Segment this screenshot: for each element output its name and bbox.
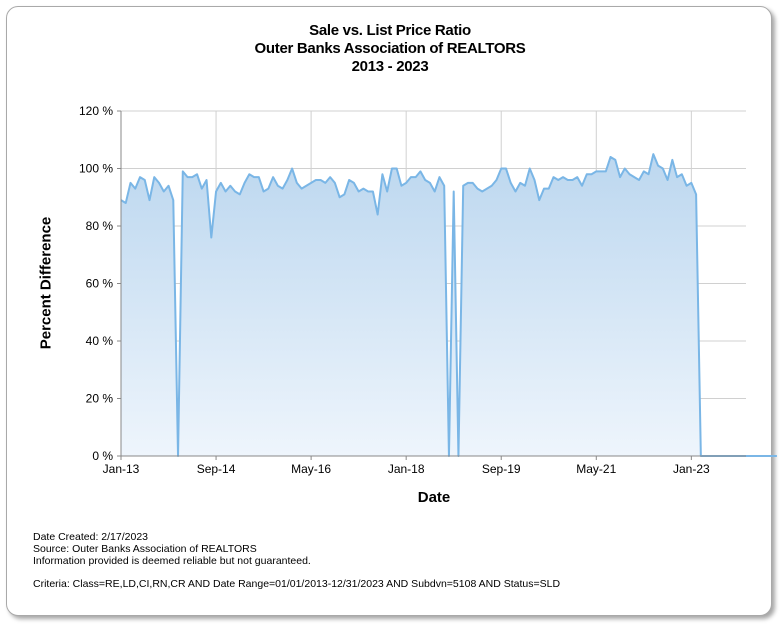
x-tick-label: Jan-18	[388, 462, 425, 476]
chart-subtitle: Outer Banks Association of REALTORS	[254, 40, 526, 57]
x-tick-label: Jan-23	[673, 462, 710, 476]
y-tick-label: 0 %	[92, 449, 113, 463]
y-tick-label: 60 %	[86, 277, 114, 291]
y-axis-title: Percent Difference	[37, 216, 55, 350]
y-tick-label: 120 %	[79, 104, 113, 118]
series-area-fill	[121, 154, 777, 456]
x-tick-label: Jan-13	[103, 462, 140, 476]
y-tick-label: 40 %	[86, 334, 114, 348]
y-tick-label: 20 %	[86, 392, 114, 406]
x-tick-label: Sep-14	[197, 462, 236, 476]
footer-criteria: Criteria: Class=RE,LD,CI,RN,CR AND Date …	[33, 578, 561, 590]
chart-title: Sale vs. List Price Ratio	[309, 22, 471, 39]
x-axis-title: Date	[417, 489, 451, 506]
footer-disclaimer: Information provided is deemed reliable …	[33, 555, 311, 567]
chart-date-range: 2013 - 2023	[351, 58, 429, 75]
y-tick-label: 100 %	[79, 162, 113, 176]
area-series	[120, 153, 777, 457]
chart-title-block: Sale vs. List Price Ratio Outer Banks As…	[0, 22, 780, 76]
footer-source: Source: Outer Banks Association of REALT…	[33, 543, 257, 555]
axes: 0 % 20 % 40 % 60 % 80 % 100 % 120 % Jan-13 Sep-1…	[79, 104, 746, 476]
footer-date-created: Date Created: 2/17/2023	[33, 531, 148, 543]
x-tick-label: May-21	[576, 462, 616, 476]
x-tick-label: Sep-19	[482, 462, 521, 476]
x-tick-label: May-16	[291, 462, 331, 476]
y-tick-label: 80 %	[86, 219, 114, 233]
